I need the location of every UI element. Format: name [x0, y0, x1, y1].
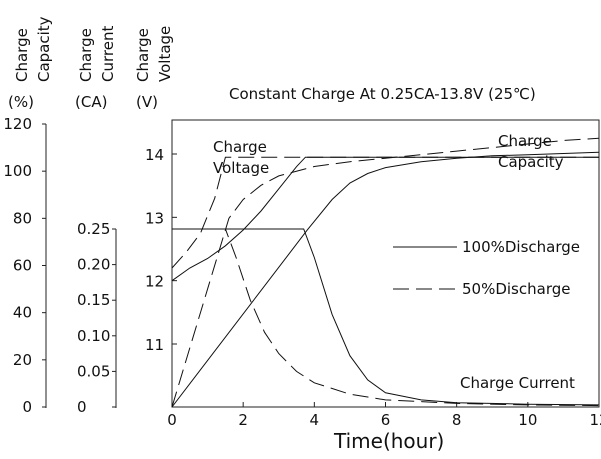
current-tick-label-4: 0.20 — [77, 256, 110, 274]
current-tick-label-0: 0 — [77, 398, 87, 416]
x-tick-label-5: 10 — [518, 411, 537, 429]
current-tick-label-3: 0.15 — [77, 291, 110, 309]
capacity-tick-label-6: 120 — [3, 115, 32, 133]
capacity-axis-label-line1: Charge — [13, 28, 31, 82]
current-curve-label: Charge Current — [460, 374, 575, 392]
voltage-tick-label-3: 14 — [145, 146, 164, 164]
capacity-tick-label-1: 20 — [13, 351, 32, 369]
voltage-tick-label-1: 12 — [145, 273, 164, 291]
capacity-tick-label-3: 60 — [13, 257, 32, 275]
voltage-curve-label-line2: Voltage — [213, 159, 269, 177]
capacity-tick-label-2: 40 — [13, 304, 32, 322]
x-tick-label-2: 4 — [310, 411, 320, 429]
x-tick-label-6: 12 — [589, 411, 601, 429]
legend: 100%Discharge 50%Discharge — [393, 238, 580, 298]
voltage-tick-label-2: 13 — [145, 209, 164, 227]
current-tick-label-1: 0.05 — [77, 362, 110, 380]
capacity-curve-label-line2: Capacity — [498, 153, 564, 171]
capacity-axis-label-line2: Capacity — [35, 16, 53, 82]
capacity-curve-label-line1: Charge — [498, 132, 552, 150]
current-tick-label-5: 0.25 — [77, 220, 110, 238]
capacity-curve-50pct — [172, 138, 599, 407]
legend-label-100: 100%Discharge — [462, 238, 580, 256]
voltage-axis-label-line1: Charge — [134, 28, 152, 82]
voltage-axis-label-line2: Voltage — [156, 26, 174, 82]
legend-label-50: 50%Discharge — [462, 280, 570, 298]
capacity-tick-label-4: 80 — [13, 209, 32, 227]
x-tick-label-0: 0 — [167, 411, 177, 429]
x-tick-label-3: 6 — [381, 411, 391, 429]
chart-title: Constant Charge At 0.25CA-13.8V (25℃) — [229, 85, 536, 103]
series-group — [172, 138, 599, 407]
capacity-tick-label-5: 100 — [3, 162, 32, 180]
current-tick-label-2: 0.10 — [77, 327, 110, 345]
capacity-unit: (%) — [8, 93, 34, 111]
x-tick-label-4: 8 — [452, 411, 462, 429]
voltage-unit: (V) — [136, 93, 158, 111]
current-axis-label-line1: Charge — [77, 28, 95, 82]
current-axis-label-line2: Current — [99, 26, 117, 82]
voltage-curve-label-line1: Charge — [213, 138, 267, 156]
x-tick-label-1: 2 — [238, 411, 248, 429]
current-unit: (CA) — [75, 93, 107, 111]
x-axis-label: Time(hour) — [333, 429, 444, 453]
capacity-tick-label-0: 0 — [22, 398, 32, 416]
voltage-tick-label-0: 11 — [145, 336, 164, 354]
